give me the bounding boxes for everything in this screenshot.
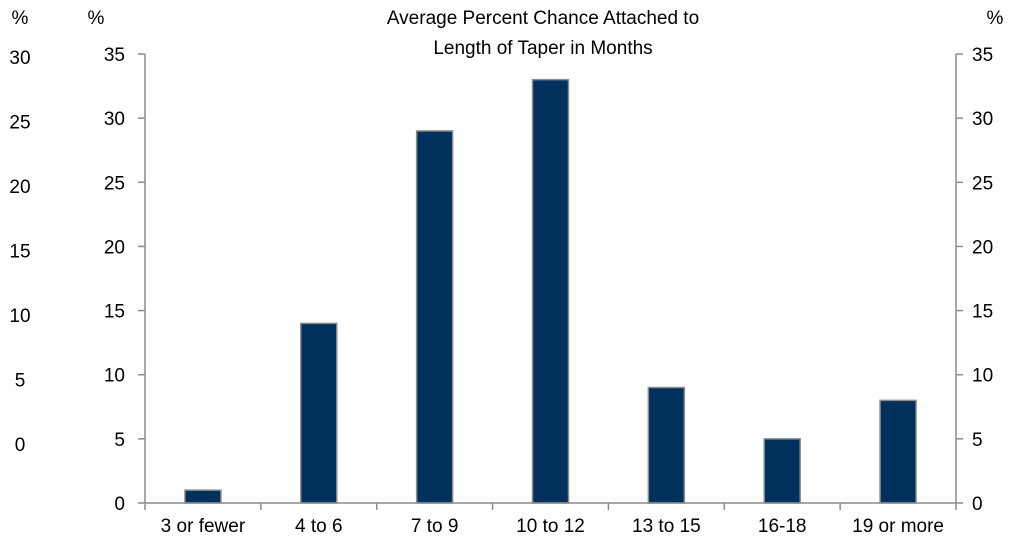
x-axis-category-label: 16-18 <box>758 516 807 537</box>
right-axis-tick-label: 15 <box>972 302 993 323</box>
outer-left-axis-tick-label: 25 <box>9 113 30 134</box>
bar <box>300 322 338 504</box>
bar <box>879 399 917 504</box>
left-axis: 0 5 10 15 20 25 30 35 <box>104 45 146 515</box>
outer-left-axis-tick-label: 10 <box>9 306 30 327</box>
x-axis-category-label: 3 or fewer <box>161 516 246 537</box>
left-axis-tick-label: 35 <box>104 45 125 66</box>
outer-left-axis-tick-label: 0 <box>15 435 26 456</box>
left-axis-tick-label: 20 <box>104 237 125 258</box>
x-axis-category-label: 7 to 9 <box>411 516 459 537</box>
right-axis-unit-label: % <box>987 8 1004 29</box>
right-axis-tick-label: 25 <box>972 173 993 194</box>
right-axis-tick-label: 20 <box>972 237 993 258</box>
outer-left-axis-tick-label: 30 <box>9 48 30 69</box>
x-axis-category-label: 4 to 6 <box>295 516 343 537</box>
right-axis-tick-label: 10 <box>972 366 993 387</box>
left-axis-tick-label: 15 <box>104 302 125 323</box>
bar <box>184 489 222 504</box>
outer-left-axis: 30 25 20 15 10 5 0 <box>9 48 30 456</box>
outer-left-axis-tick-label: 5 <box>15 371 26 392</box>
right-axis-tick-label: 5 <box>972 430 983 451</box>
left-axis-tick-label: 5 <box>114 430 125 451</box>
outer-left-axis-unit-label: % <box>12 8 29 29</box>
left-axis-tick-label: 0 <box>114 494 125 515</box>
outer-left-axis-tick-label: 15 <box>9 242 30 263</box>
x-axis-category-label: 13 to 15 <box>632 516 701 537</box>
bar <box>763 438 801 504</box>
bar <box>647 386 686 504</box>
left-axis-tick-label: 25 <box>104 173 125 194</box>
left-axis-tick-label: 10 <box>104 366 125 387</box>
right-axis-tick-label: 30 <box>972 109 993 130</box>
bar <box>531 78 570 504</box>
chart-title-line-2: Length of Taper in Months <box>433 38 652 59</box>
bars <box>184 78 917 504</box>
bar <box>415 130 454 504</box>
x-axis-category-label: 10 to 12 <box>516 516 585 537</box>
outer-left-axis-tick-label: 20 <box>9 177 30 198</box>
left-axis-unit-label: % <box>88 8 105 29</box>
x-axis-category-label: 19 or more <box>852 516 944 537</box>
right-axis-tick-label: 35 <box>972 45 993 66</box>
right-axis-tick-label: 0 <box>972 494 983 515</box>
left-axis-tick-label: 30 <box>104 109 125 130</box>
right-axis: 0 5 10 15 20 25 30 35 <box>955 45 993 515</box>
x-axis: 3 or fewer 4 to 6 7 to 9 10 to 12 13 to 15 16… <box>144 502 957 537</box>
chart-title-line-1: Average Percent Chance Attached to <box>387 8 699 29</box>
